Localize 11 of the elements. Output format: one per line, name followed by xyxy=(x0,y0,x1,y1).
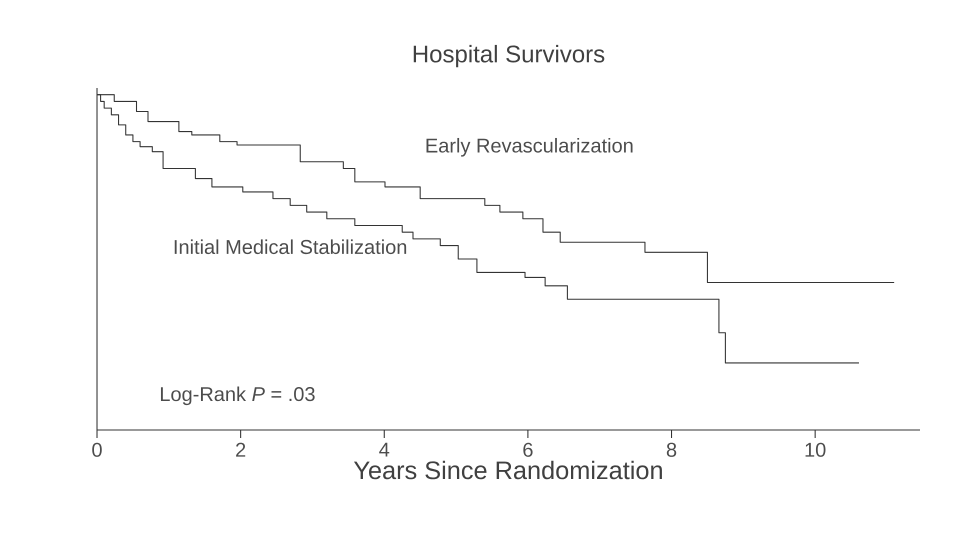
x-tick-label: 2 xyxy=(236,442,246,457)
x-axis-title: Years Since Randomization xyxy=(354,460,662,480)
chart-title: Hospital Survivors xyxy=(414,44,604,68)
x-tick-label: 4 xyxy=(379,442,390,456)
x-tick-label: 0 xyxy=(92,442,102,457)
annotation: Log-Rank P = .03 xyxy=(160,386,315,406)
x-tick-label: 8 xyxy=(666,442,676,457)
x-tick-label: 10 xyxy=(806,442,826,457)
series-label: Initial Medical Stabilization xyxy=(174,239,406,254)
x-tick-label: 6 xyxy=(523,442,533,457)
series-label: Early Revascularization xyxy=(426,138,633,157)
